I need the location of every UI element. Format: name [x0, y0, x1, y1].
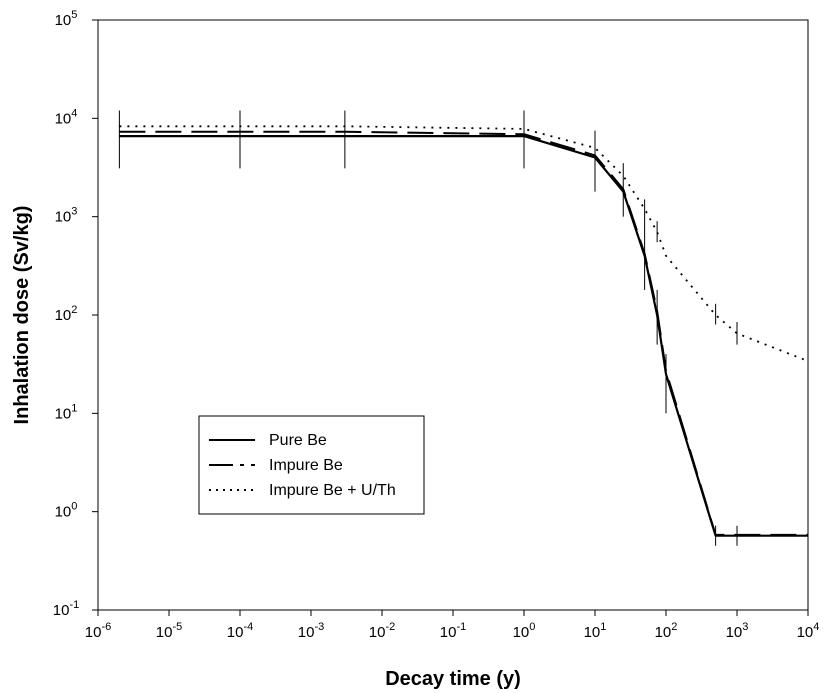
x-axis-title: Decay time (y): [385, 668, 521, 690]
y-tick-label: 100: [55, 501, 78, 521]
legend-label-impure-be: Impure Be: [269, 457, 343, 474]
x-tick-label: 10-6: [85, 621, 111, 641]
series-impure-be: [119, 130, 808, 536]
legend-label-impure-be-uth: Impure Be + U/Th: [269, 482, 396, 499]
legend-label-pure-be: Pure Be: [269, 432, 327, 449]
y-tick-label: 105: [55, 9, 78, 29]
x-tick-label: 10-5: [156, 621, 182, 641]
y-axis-ticks: 10-1 100 101 102 103 104 105: [53, 9, 98, 619]
legend-box: [198, 415, 425, 515]
x-axis-ticks: 10-6 10-5 10-4 10-3 10-2 10-1 100 101 102 103 104: [85, 610, 820, 641]
series-impure-be-uth: [119, 125, 809, 362]
x-tick-label: 102: [655, 621, 678, 641]
x-tick-label: 10-1: [440, 621, 466, 641]
x-tick-label: 10-4: [227, 621, 253, 641]
y-tick-label: 102: [55, 304, 78, 324]
error-bar-layer: [118, 110, 738, 546]
y-axis-title: Inhalation dose (Sv/kg): [11, 206, 33, 425]
y-tick-label: 101: [55, 402, 78, 422]
x-tick-label: 104: [797, 621, 820, 641]
y-tick-label: 10-1: [53, 599, 79, 619]
x-tick-label: 10-3: [298, 621, 324, 641]
x-tick-label: 101: [584, 621, 607, 641]
legend: Pure Be Impure Be Impure Be + U/Th: [198, 415, 425, 515]
y-tick-label: 104: [55, 107, 78, 127]
plot-frame: [97, 19, 809, 611]
series-layer: [119, 125, 809, 537]
x-tick-label: 100: [513, 621, 536, 641]
x-tick-label: 103: [726, 621, 749, 641]
x-tick-label: 10-2: [369, 621, 395, 641]
y-tick-label: 103: [55, 206, 78, 226]
